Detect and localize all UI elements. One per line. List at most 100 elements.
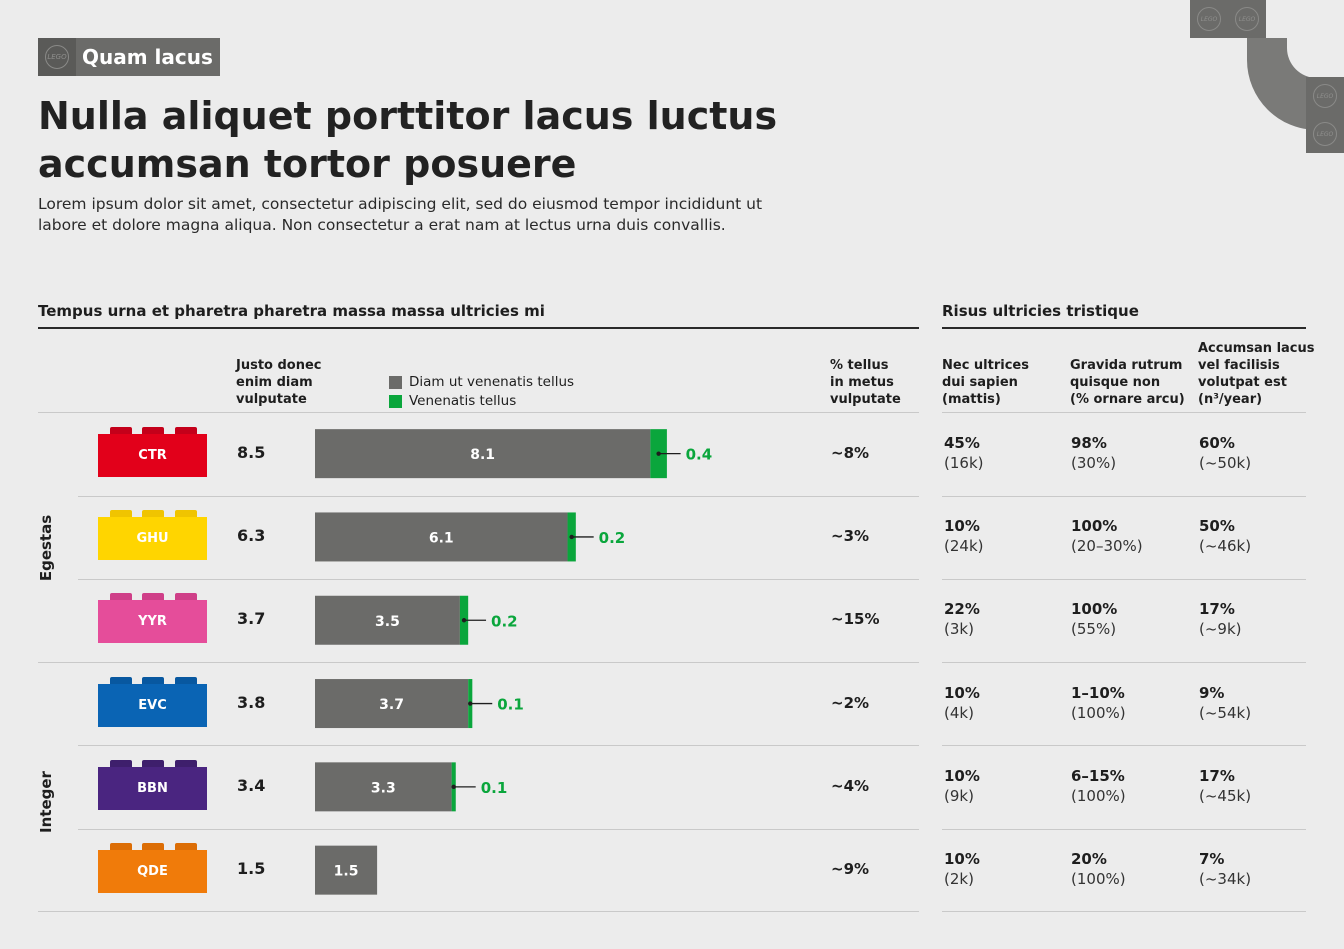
stat-cell-3: 50% (~46k) (1199, 516, 1251, 556)
brick-stud (110, 676, 132, 685)
brick-stud (142, 843, 164, 852)
brick-stud (110, 759, 132, 768)
stat-cell-3: 17% (~9k) (1199, 599, 1242, 639)
legend-swatch-grey (389, 375, 402, 389)
stat-sub: (~54k) (1199, 703, 1252, 722)
bar-grey-label: 3.7 (379, 697, 404, 713)
stat-cell-2: 20% (100%) (1071, 849, 1126, 889)
bar-grey-ghu (315, 512, 568, 562)
brick-stud (175, 593, 197, 602)
row-separator-right (942, 745, 1306, 746)
row-separator-right (942, 829, 1306, 830)
stat-sub: (100%) (1071, 870, 1126, 889)
row-separator-right (942, 412, 1306, 413)
stat-main: 10% (944, 683, 980, 702)
right-section-rule (942, 327, 1306, 329)
right-section-title: Risus ultricies tristique (942, 302, 1139, 320)
corner-logo-tile-3: LEGO (1306, 77, 1344, 115)
stat-main: 22% (944, 600, 980, 619)
row-separator (78, 829, 919, 830)
stat-sub: (2k) (944, 870, 974, 889)
brick-stud (110, 843, 132, 852)
stat-main: 100% (1071, 516, 1118, 535)
row-separator (38, 412, 919, 413)
brick-code-label: YYR (98, 600, 207, 644)
stat-main: 9% (1199, 683, 1225, 702)
corner-logo-tile-1: LEGO (1190, 0, 1228, 38)
total-value: 3.8 (237, 692, 266, 712)
stat-sub: (20–30%) (1071, 536, 1143, 555)
bar-grey-label: 1.5 (334, 864, 359, 880)
stat-sub: (~34k) (1199, 870, 1252, 889)
stat-main: 10% (944, 516, 980, 535)
percent-value: ~15% (831, 610, 880, 629)
row-separator (38, 662, 919, 663)
row-separator-right (942, 911, 1306, 912)
row-separator (78, 496, 919, 497)
brick-code-label: GHU (98, 516, 207, 560)
brick-code-label: CTR (98, 433, 207, 477)
brick-stud (142, 509, 164, 518)
stat-main: 10% (944, 850, 980, 869)
left-section-title: Tempus urna et pharetra pharetra massa m… (38, 302, 545, 320)
brick-stud (175, 759, 197, 768)
row-separator-right (942, 496, 1306, 497)
lego-logo-icon: LEGO (1313, 84, 1337, 108)
lego-brick-qde: QDE (98, 843, 207, 894)
stat-sub: (4k) (944, 703, 974, 722)
brick-stud (110, 426, 132, 435)
bar-grey-ctr (315, 429, 651, 479)
row-separator-right (942, 662, 1306, 663)
left-section-rule (38, 327, 919, 329)
brick-stud (175, 426, 197, 435)
brick-code-label: BBN (98, 766, 207, 810)
stat-sub: (100%) (1071, 703, 1126, 722)
tag-label: Quam lacus (82, 45, 213, 69)
bar-green-label: 0.1 (497, 696, 524, 714)
stat-sub: (~50k) (1199, 453, 1252, 472)
stat-sub: (24k) (944, 536, 984, 555)
col-header-stat1: Nec ultrices dui sapien (mattis) (942, 358, 1029, 407)
brick-stud (110, 593, 132, 602)
row-separator (78, 745, 919, 746)
bar-grey-label: 3.5 (375, 614, 400, 630)
stat-cell-3: 7% (~34k) (1199, 849, 1251, 889)
row-separator (38, 911, 919, 912)
stat-cell-1: 45% (16k) (944, 433, 983, 473)
corner-logo-tile-2: LEGO (1228, 0, 1266, 38)
stat-sub: (30%) (1071, 453, 1117, 472)
stat-cell-3: 9% (~54k) (1199, 683, 1251, 723)
bar-grey-yyr (315, 595, 460, 645)
stat-cell-1: 10% (4k) (944, 683, 980, 723)
stat-cell-1: 10% (24k) (944, 516, 983, 556)
stat-cell-2: 1–10% (100%) (1071, 683, 1126, 723)
lego-logo-icon: LEGO (1235, 7, 1259, 31)
stat-main: 100% (1071, 600, 1118, 619)
brick-stud (142, 593, 164, 602)
category-tag: LEGO Quam lacus (38, 38, 220, 76)
brick-stud (142, 676, 164, 685)
row-separator (78, 579, 919, 580)
stat-main: 60% (1199, 433, 1235, 452)
brick-stud (175, 676, 197, 685)
percent-value: ~8% (831, 443, 870, 462)
leader-dot (461, 618, 467, 623)
stat-main: 7% (1199, 850, 1225, 869)
brick-stud (142, 426, 164, 435)
stat-sub: (55%) (1071, 620, 1117, 639)
stat-main: 17% (1199, 766, 1235, 785)
row-separator-right (942, 579, 1306, 580)
bar-green-label: 0.2 (599, 529, 626, 547)
bar-grey-qde (315, 845, 378, 895)
stat-sub: (~9k) (1199, 620, 1242, 639)
lego-brick-bbn: BBN (98, 759, 207, 810)
brick-stud (175, 843, 197, 852)
percent-value: ~2% (831, 693, 870, 712)
legend-item-grey: Diam ut venenatis tellus (389, 374, 574, 390)
total-value: 1.5 (237, 859, 266, 879)
corner-logo-tile-4: LEGO (1306, 115, 1344, 153)
bar-grey-label: 6.1 (429, 530, 454, 546)
col-header-stat2: Gravida rutrum quisque non (% ornare arcu) (1070, 358, 1185, 407)
stat-cell-2: 100% (55%) (1071, 599, 1117, 639)
stat-sub: (~45k) (1199, 786, 1252, 805)
